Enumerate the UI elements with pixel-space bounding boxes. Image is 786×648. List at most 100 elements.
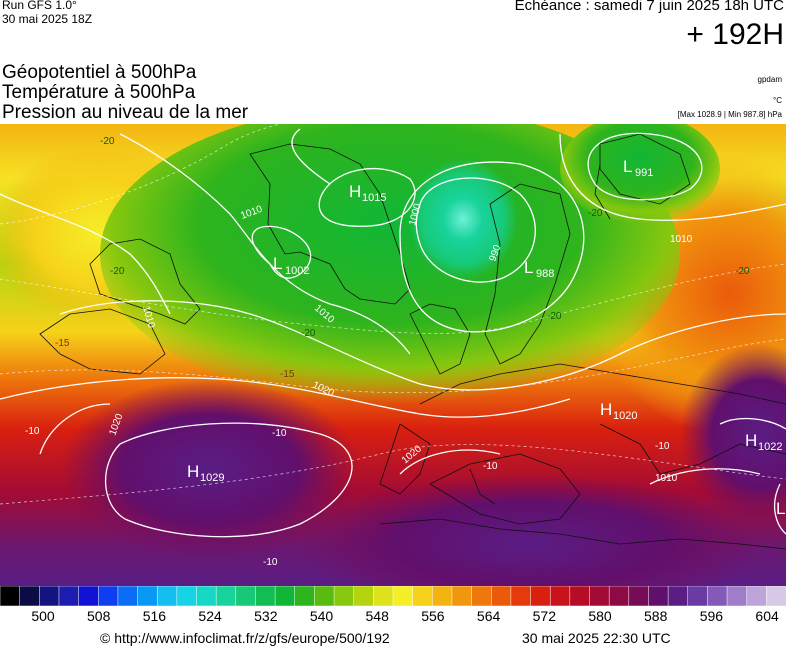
color-scale-tick: 564 (476, 608, 501, 624)
color-scale-swatch (156, 586, 178, 606)
color-scale-tick: 508 (87, 608, 111, 624)
color-scale-tick: 580 (588, 608, 612, 624)
center-value: 1022 (758, 441, 782, 453)
warm-ridge-east (680, 344, 786, 524)
title-pressure: Pression au niveau de la mer (2, 102, 249, 123)
color-scale-swatch (648, 586, 669, 606)
isobar-label: 1010 (655, 473, 678, 484)
color-scale-swatch (628, 586, 650, 606)
color-scale-tick: 540 (309, 608, 334, 624)
center-type: H (600, 400, 612, 419)
color-scale-tick: 516 (142, 608, 167, 624)
color-scale-swatch (451, 586, 473, 606)
color-scale-swatch (707, 586, 728, 606)
title-geopotential: Géopotentiel à 500hPa (2, 62, 197, 83)
color-scale-swatch (255, 586, 276, 606)
cold-trough (100, 124, 680, 404)
color-scale-tick: 548 (365, 608, 389, 624)
color-scale-swatch (215, 586, 237, 606)
color-scale-swatch (510, 586, 532, 606)
center-type: L (776, 499, 785, 518)
coastlines (39, 133, 786, 550)
temperature-label: -20 (547, 311, 562, 322)
color-scale-swatch (530, 586, 551, 606)
center-value: 1029 (200, 472, 224, 484)
color-scale-swatch (589, 586, 610, 606)
color-scale-swatch (432, 586, 453, 606)
color-scale-tick: 524 (198, 608, 222, 624)
temperature-label: -10 (25, 426, 40, 437)
generated-timestamp: 30 mai 2025 22:30 UTC (522, 630, 671, 646)
color-scale-swatch (314, 586, 335, 606)
run-model: Run GFS 1.0° (2, 0, 77, 12)
color-scale-swatch (471, 586, 493, 606)
color-scale-swatch (549, 586, 571, 606)
color-scale-swatch (726, 586, 748, 606)
temperature-label: -10 (272, 428, 287, 439)
color-scale-swatch (176, 586, 198, 606)
run-date: 30 mai 2025 18Z (2, 12, 93, 26)
center-value: 1002 (285, 265, 309, 277)
temperature-label: -20 (301, 328, 316, 339)
color-scale-tick: 500 (31, 608, 55, 624)
center-value: 988 (536, 268, 554, 280)
color-scale-swatch (58, 586, 80, 606)
cold-core (408, 159, 518, 279)
color-scale-swatch (766, 586, 786, 606)
title-temperature: Température à 500hPa (2, 82, 196, 103)
color-scale-swatch (667, 586, 689, 606)
source-label: gpdam (757, 75, 782, 84)
color-scale-swatch (235, 586, 257, 606)
color-scale-swatch (608, 586, 630, 606)
color-scale-swatch (98, 586, 119, 606)
source-url: © http://www.infoclimat.fr/z/gfs/europe/… (100, 630, 390, 646)
color-scale-swatch (39, 586, 60, 606)
color-scale-swatch (392, 586, 414, 606)
run-info: Run GFS 1.0° 30 mai 2025 18Z (2, 0, 92, 26)
color-scale-tick: 556 (421, 608, 445, 624)
temperature-isolines (0, 124, 786, 505)
color-scale-swatch (491, 586, 512, 606)
color-scale-tick: 604 (755, 608, 779, 624)
weather-map[interactable]: H 1015 L 1002 L 988 L 991 H 1020 H 1029 … (0, 124, 786, 586)
color-scale-swatch (333, 586, 355, 606)
temperature-label: -10 (483, 461, 498, 472)
lead-time: + 192H (686, 18, 784, 51)
temperature-label: -10 (655, 441, 670, 452)
color-scale-swatch (78, 586, 99, 606)
center-type: L (524, 258, 533, 277)
pressure-centers: H 1015 L 1002 L 988 L 991 H 1020 H 1029 … (187, 157, 785, 518)
warm-ridge-atlantic (60, 379, 360, 559)
temperature-label: -15 (55, 338, 70, 349)
unit-label: °C (773, 96, 782, 105)
center-type: L (273, 254, 282, 273)
center-value: 991 (635, 167, 653, 179)
temperature-label: -20 (110, 266, 125, 277)
temperature-labels: -20 -20 -20 -20 -20 -20 -15 -15 -10 -10 … (25, 136, 750, 568)
color-scale-swatch (0, 586, 21, 606)
color-scale-swatch (294, 586, 316, 606)
center-type: H (187, 462, 199, 481)
color-scale-ticks: 500 508 516 524 532 540 548 556 564 572 580 588 596 6… (0, 608, 786, 626)
center-type: L (623, 157, 632, 176)
center-type: H (745, 431, 757, 450)
color-scale-tick: 532 (254, 608, 278, 624)
temperature-label: -15 (280, 369, 295, 380)
color-scale-swatch (373, 586, 394, 606)
center-value: 1020 (613, 410, 637, 422)
isobar-label: 1010 (670, 234, 693, 245)
color-scale-swatch (137, 586, 158, 606)
forecast-valid-time: Echéance : samedi 7 juin 2025 18h UTC (514, 0, 784, 14)
color-scale-swatch (687, 586, 709, 606)
center-value: 1015 (362, 192, 386, 204)
center-type: H (349, 182, 361, 201)
max-min-pressure: [Max 1028.9 | Min 987.8] hPa (677, 110, 782, 119)
temperature-label: -20 (735, 266, 750, 277)
color-scale-tick: 588 (644, 608, 668, 624)
color-scale-swatch (19, 586, 41, 606)
color-scale-swatch (569, 586, 591, 606)
color-scale-swatch (274, 586, 296, 606)
warm-ridge-africa (300, 474, 760, 586)
color-scale-swatch (412, 586, 434, 606)
color-scale-swatch (196, 586, 217, 606)
